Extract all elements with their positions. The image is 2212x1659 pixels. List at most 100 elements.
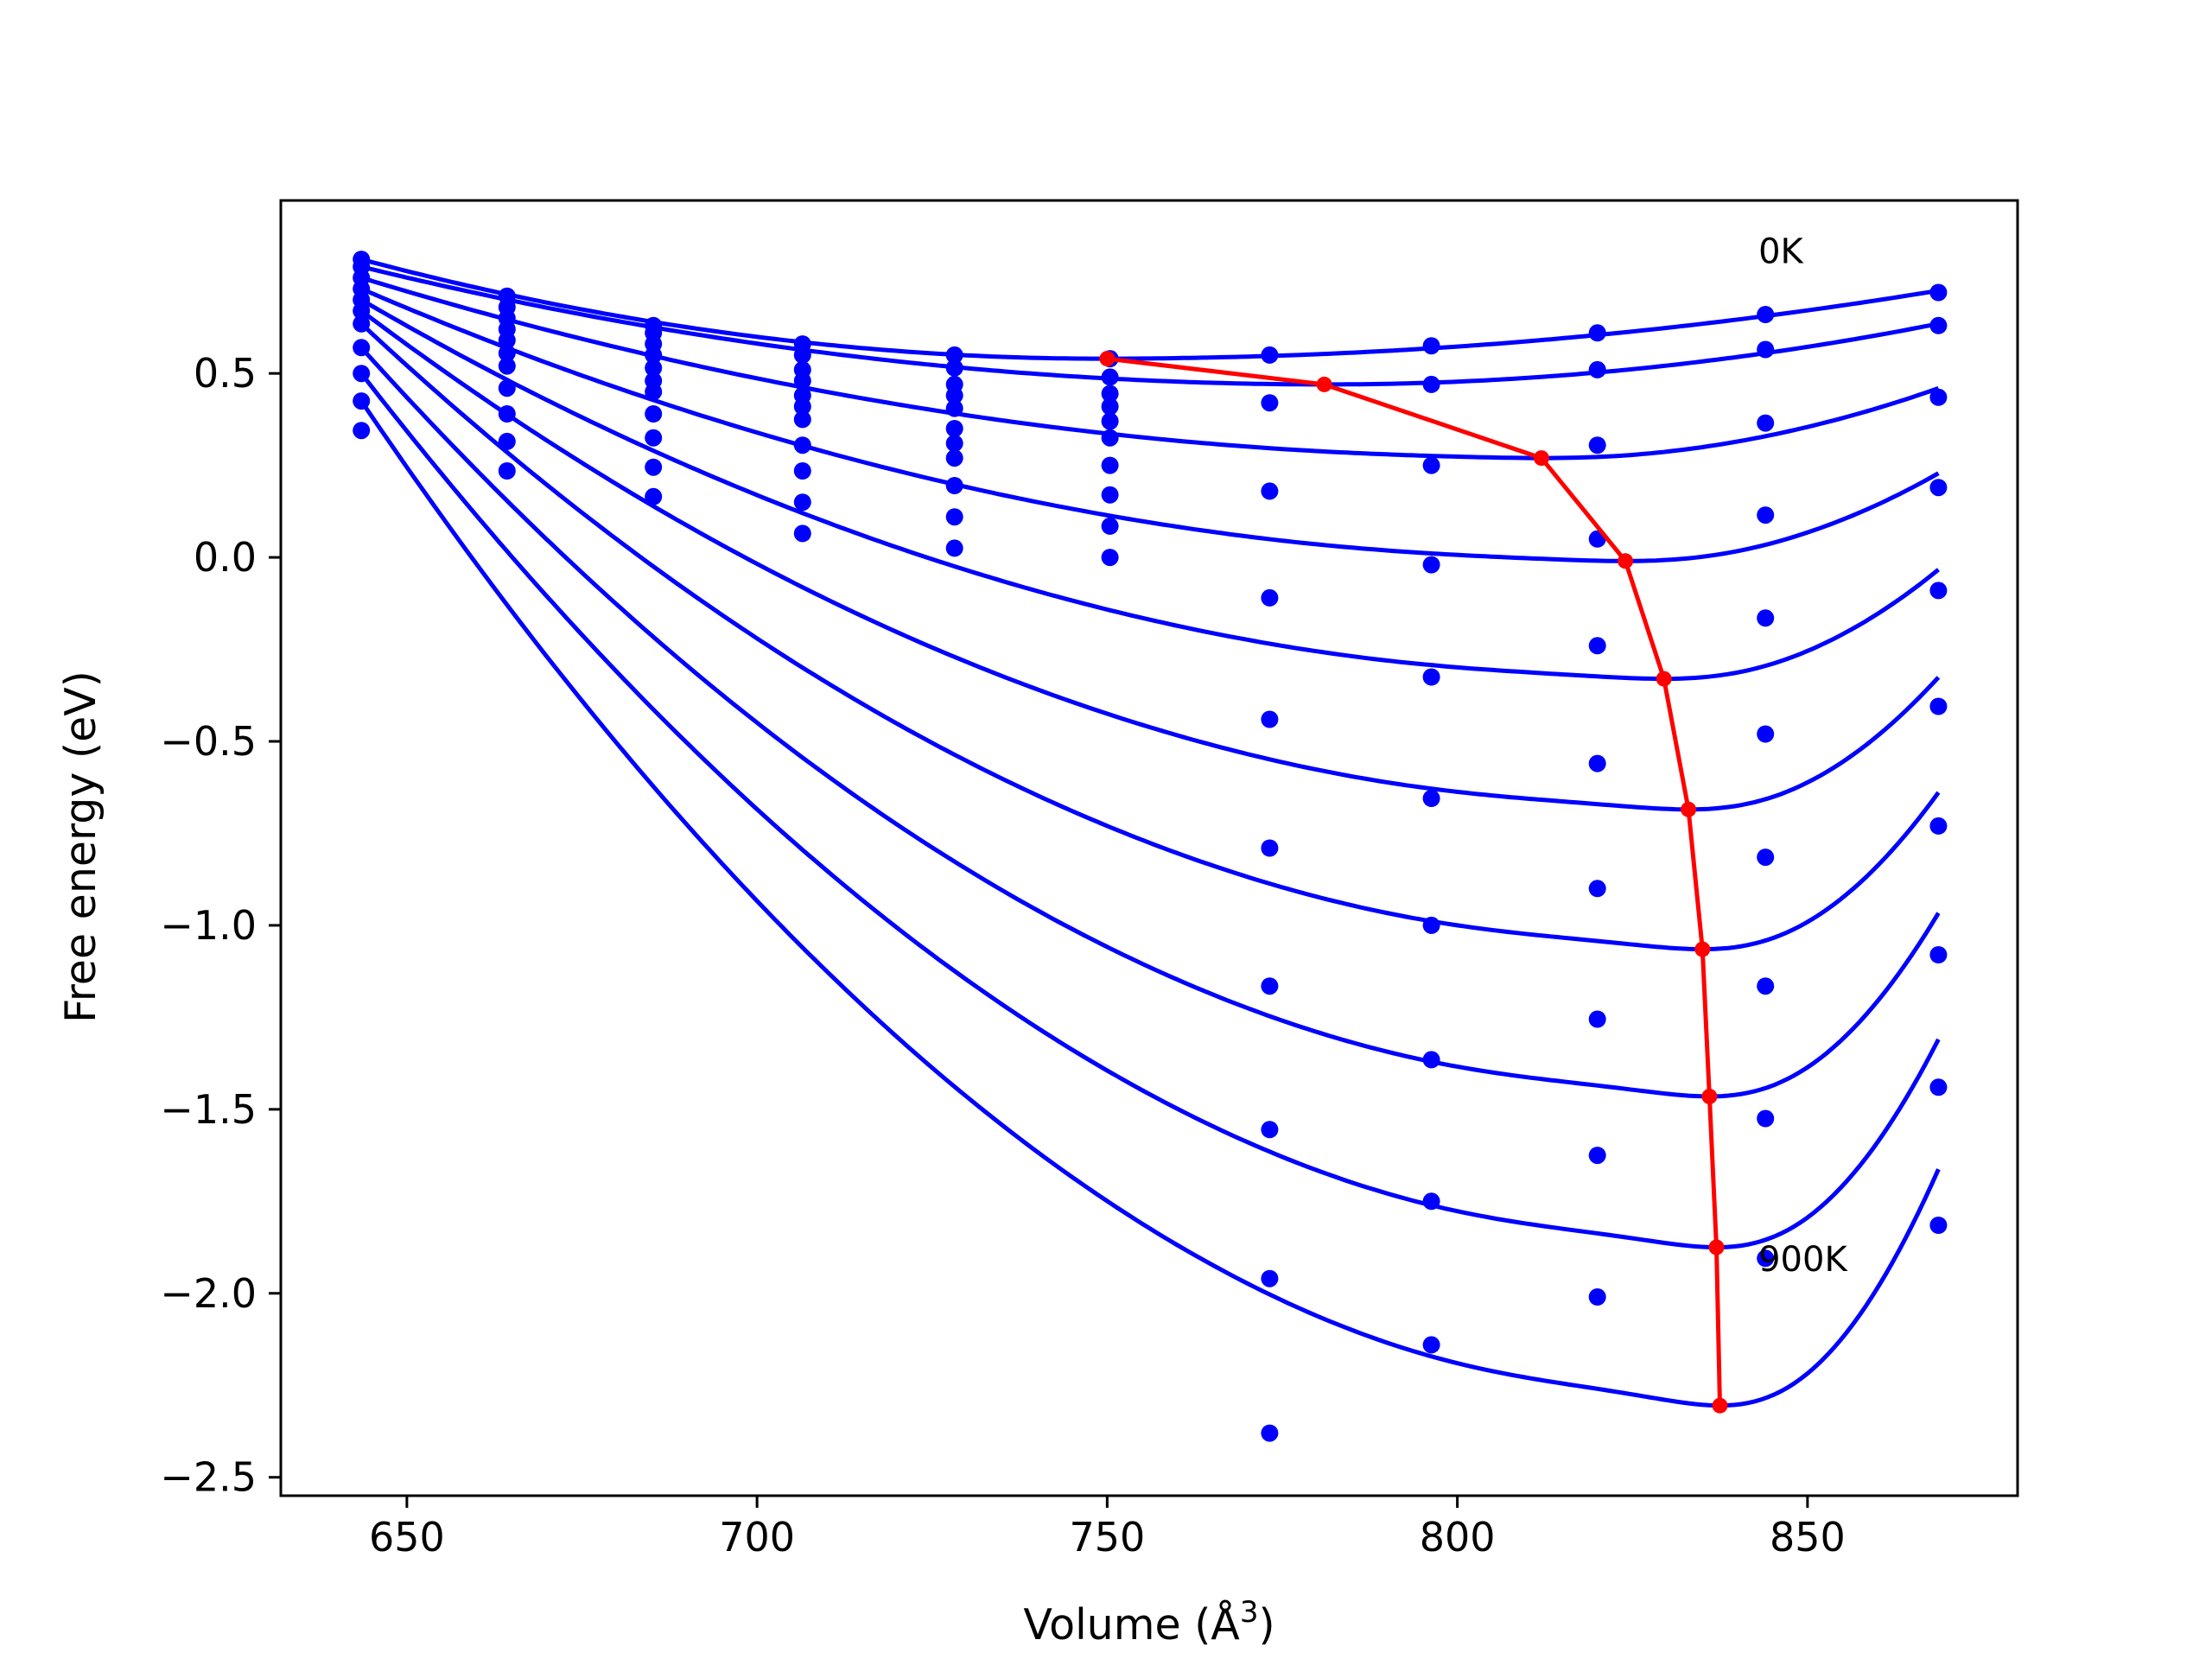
data-point-1000K bbox=[645, 487, 663, 505]
data-point-100K bbox=[945, 359, 963, 377]
y-tick-label: −2.5 bbox=[160, 1454, 257, 1501]
data-point-500K bbox=[1422, 790, 1440, 807]
data-point-900K bbox=[1261, 1424, 1279, 1442]
data-point-900K bbox=[1929, 1217, 1948, 1234]
data-point-100K bbox=[1422, 375, 1440, 393]
data-point-600K bbox=[645, 383, 663, 401]
minima-line bbox=[1107, 356, 1722, 1406]
data-point-700K bbox=[498, 379, 516, 397]
data-point-500K bbox=[1929, 697, 1948, 715]
y-tick-label: −2.0 bbox=[160, 1270, 257, 1317]
y-tick-label: 0.5 bbox=[194, 350, 257, 397]
data-point-1000K bbox=[353, 422, 371, 440]
minimum-point bbox=[1316, 376, 1332, 392]
data-point-900K bbox=[1101, 549, 1119, 567]
data-point-700K bbox=[1261, 1121, 1279, 1139]
x-axis-label: Volume (Å3) bbox=[1023, 1595, 1274, 1649]
data-point-400K bbox=[945, 399, 963, 417]
data-point-600K bbox=[1757, 849, 1775, 867]
fit-curve-900K bbox=[359, 399, 1941, 1408]
data-point-100K bbox=[1929, 316, 1948, 334]
data-point-600K bbox=[1261, 977, 1279, 995]
data-point-800K bbox=[1588, 1147, 1606, 1165]
data-point-500K bbox=[353, 302, 371, 320]
data-point-600K bbox=[1588, 880, 1606, 898]
data-point-200K bbox=[1101, 385, 1119, 403]
data-point-500K bbox=[1588, 754, 1606, 772]
data-point-400K bbox=[498, 331, 516, 349]
fit-curve-0K bbox=[360, 257, 1939, 361]
fit-curve-100K bbox=[360, 264, 1939, 387]
data-point-200K bbox=[1757, 414, 1775, 432]
data-point-900K bbox=[498, 432, 516, 450]
minimum-point bbox=[1712, 1397, 1728, 1414]
data-point-700K bbox=[353, 339, 371, 357]
data-point-300K bbox=[1261, 588, 1279, 607]
fit-curve-600K bbox=[359, 321, 1941, 952]
data-point-100K bbox=[1588, 360, 1606, 378]
data-point-900K bbox=[1422, 1336, 1440, 1354]
data-point-1000K bbox=[498, 462, 516, 480]
data-point-100K bbox=[1261, 394, 1279, 412]
ticks-layer: 650 700 750 800 850 0.5 0.0 −0.5 −1.0 −1.5 −2.0 −2.… bbox=[160, 350, 1845, 1560]
fit-curve-800K bbox=[359, 372, 1941, 1249]
minimum-point bbox=[1694, 941, 1711, 957]
fit-curve-200K bbox=[360, 276, 1940, 461]
data-point-600K bbox=[353, 315, 371, 333]
series-layer bbox=[359, 257, 1941, 1408]
data-point-900K bbox=[1588, 1288, 1606, 1306]
data-point-400K bbox=[1588, 637, 1606, 655]
data-point-900K bbox=[793, 493, 811, 512]
data-point-800K bbox=[1261, 1269, 1279, 1287]
data-point-300K bbox=[1101, 397, 1119, 416]
data-point-300K bbox=[793, 372, 811, 390]
fit-curve-300K bbox=[360, 286, 1940, 563]
fit-curve-700K bbox=[359, 346, 1941, 1099]
data-point-100K bbox=[1757, 340, 1775, 359]
data-point-0K bbox=[1422, 337, 1440, 355]
data-point-0K bbox=[1588, 324, 1606, 342]
annotation-0k: 0K bbox=[1758, 232, 1804, 271]
data-point-500K bbox=[793, 397, 811, 416]
data-point-1000K bbox=[945, 539, 963, 557]
y-tick-label: −0.5 bbox=[160, 718, 257, 765]
data-point-300K bbox=[945, 386, 963, 404]
data-point-900K bbox=[645, 458, 663, 476]
y-tick-label: 0.0 bbox=[194, 534, 257, 581]
y-tick-label: −1.0 bbox=[160, 902, 257, 949]
data-point-400K bbox=[1929, 582, 1948, 600]
data-point-800K bbox=[1422, 1192, 1440, 1211]
fit-curve-500K bbox=[359, 308, 1941, 812]
data-point-500K bbox=[1757, 725, 1775, 743]
data-point-700K bbox=[1757, 977, 1775, 995]
minimum-point bbox=[1708, 1239, 1725, 1255]
plot-frame bbox=[279, 199, 2019, 1497]
data-point-600K bbox=[1422, 916, 1440, 934]
minima-layer bbox=[1099, 351, 1728, 1414]
data-point-100K bbox=[793, 346, 811, 364]
data-point-400K bbox=[1101, 412, 1119, 430]
data-point-300K bbox=[1757, 506, 1775, 524]
data-point-100K bbox=[1101, 368, 1119, 386]
data-point-800K bbox=[793, 462, 811, 480]
minimum-point bbox=[1681, 801, 1697, 817]
data-point-500K bbox=[1101, 429, 1119, 447]
data-point-800K bbox=[1757, 1109, 1775, 1128]
data-point-700K bbox=[945, 449, 963, 467]
data-point-0K bbox=[945, 346, 963, 364]
fit-curve-400K bbox=[359, 297, 1940, 682]
data-point-700K bbox=[1588, 1010, 1606, 1028]
data-point-700K bbox=[1101, 486, 1119, 504]
data-point-200K bbox=[1929, 388, 1948, 406]
data-point-700K bbox=[645, 405, 663, 423]
data-point-1000K bbox=[793, 524, 811, 543]
x-axis-label-sup: 3 bbox=[1240, 1595, 1259, 1630]
data-point-900K bbox=[945, 508, 963, 526]
data-point-800K bbox=[645, 429, 663, 447]
annotation-900k: 900K bbox=[1758, 1240, 1848, 1280]
y-tick-label: −1.5 bbox=[160, 1086, 257, 1133]
x-tick-label: 750 bbox=[1069, 1514, 1145, 1560]
data-point-800K bbox=[498, 405, 516, 423]
data-point-800K bbox=[1929, 1078, 1948, 1096]
